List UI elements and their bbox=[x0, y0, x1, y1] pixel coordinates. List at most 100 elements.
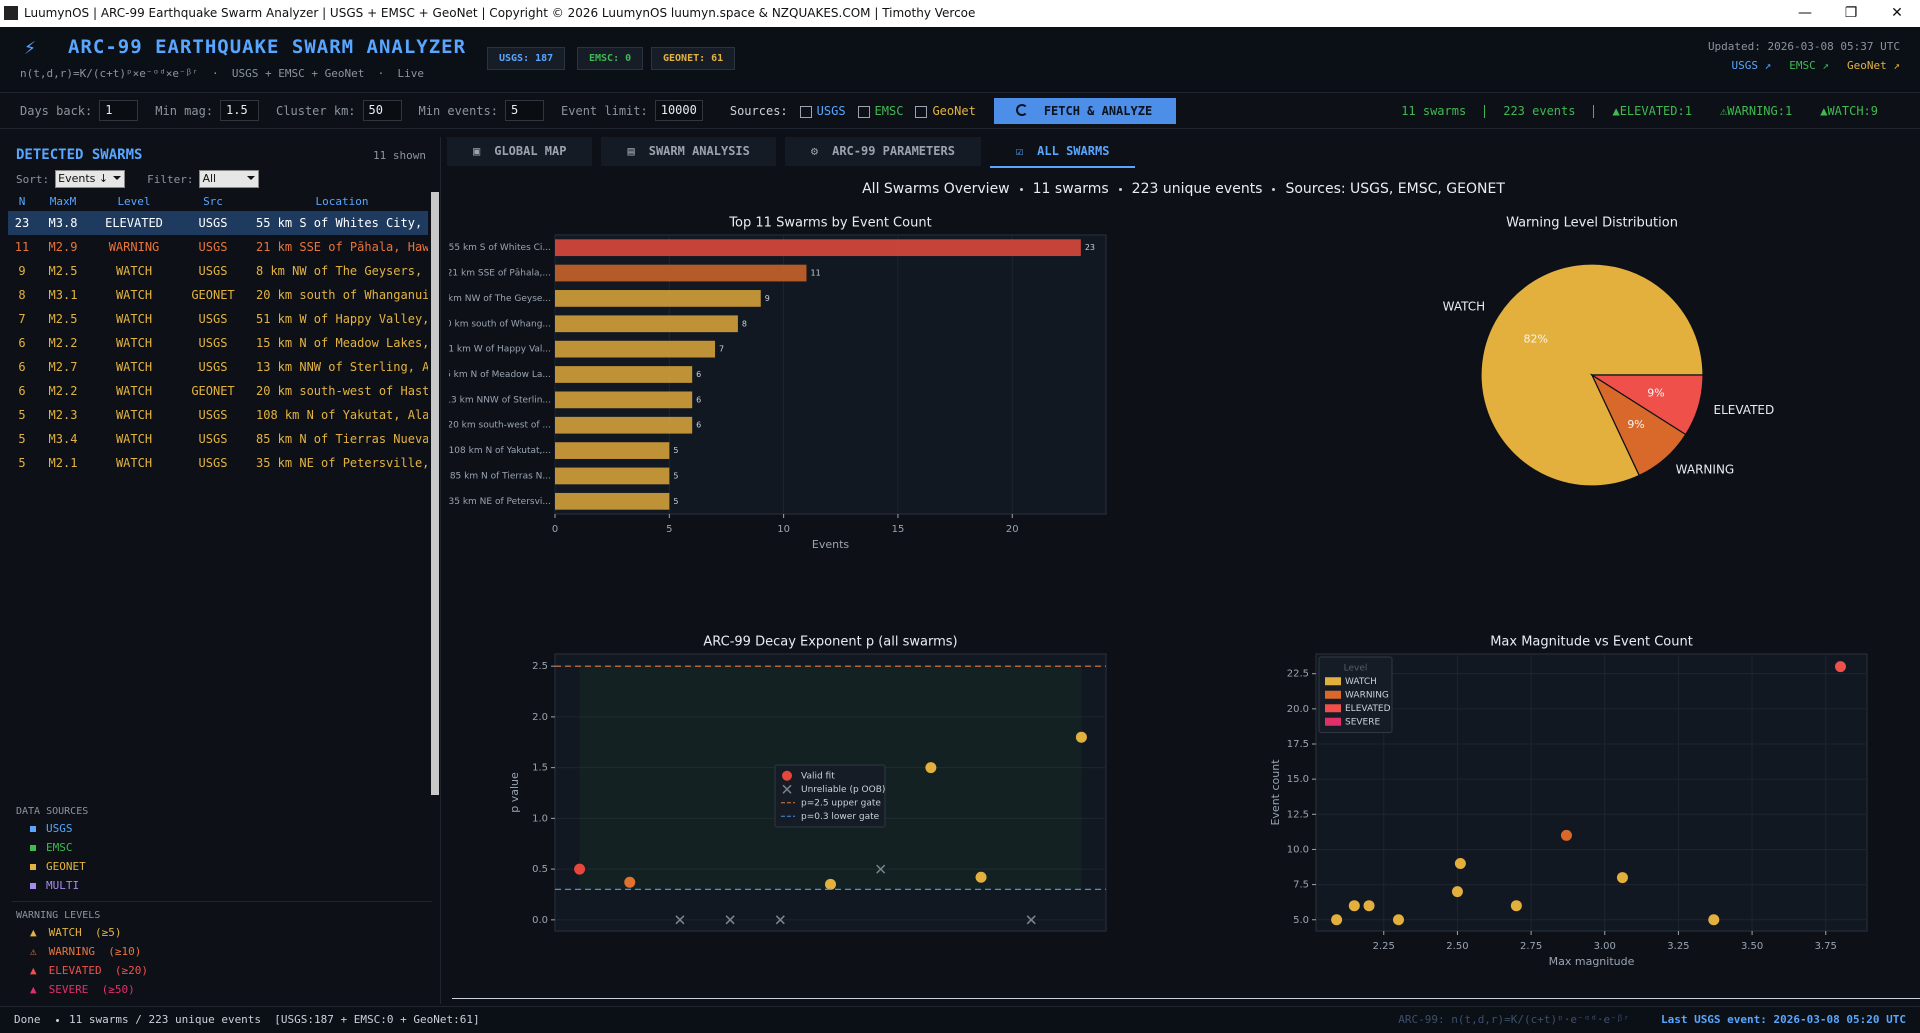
source-link[interactable]: GeoNet ↗ bbox=[1847, 59, 1900, 72]
swarm-row[interactable]: 5M2.1WATCHUSGS35 km NE of Petersville,… bbox=[8, 451, 428, 475]
cell: ELEVATED bbox=[90, 211, 178, 235]
point bbox=[1349, 900, 1360, 911]
source-badge: EMSC: 0 bbox=[577, 47, 643, 70]
legend-label: SEVERE bbox=[1345, 717, 1380, 727]
checkbox[interactable] bbox=[858, 106, 870, 118]
source-option[interactable]: USGS bbox=[817, 104, 846, 118]
field: Min events:5 bbox=[419, 100, 544, 121]
swarm-row[interactable]: 6M2.2WATCHGEONET20 km south-west of Hast… bbox=[8, 379, 428, 403]
bar bbox=[555, 341, 715, 358]
close-button[interactable]: ✕ bbox=[1874, 0, 1920, 27]
source-swatch bbox=[30, 826, 36, 832]
checkbox[interactable] bbox=[800, 106, 812, 118]
point bbox=[1455, 858, 1466, 869]
status-bar: Done 11 swarms / 223 unique events [USGS… bbox=[0, 1006, 1920, 1033]
legend-label: Valid fit bbox=[801, 771, 835, 781]
tab[interactable]: ▤SWARM ANALYSIS bbox=[601, 137, 775, 166]
source-name: GEONET bbox=[46, 860, 86, 873]
column-header[interactable]: MaxM bbox=[36, 193, 90, 211]
swarm-row[interactable]: 9M2.5WATCHUSGS8 km NW of The Geysers, … bbox=[8, 259, 428, 283]
x-tick-label: 3.50 bbox=[1741, 941, 1763, 952]
column-header[interactable]: Level bbox=[90, 193, 178, 211]
column-header[interactable]: N bbox=[8, 193, 36, 211]
field-input[interactable]: 1.5 bbox=[220, 100, 259, 121]
swarm-row[interactable]: 6M2.2WATCHUSGS15 km N of Meadow Lakes,… bbox=[8, 331, 428, 355]
legend-swatch bbox=[782, 771, 792, 781]
plot-area bbox=[1316, 654, 1867, 931]
fetch-button[interactable]: FETCH & ANALYZE bbox=[994, 98, 1176, 124]
legend-label: p=0.3 lower gate bbox=[801, 812, 880, 822]
bar bbox=[555, 417, 692, 434]
value-label: 8 bbox=[742, 319, 747, 328]
x-tick-label: 2.75 bbox=[1520, 941, 1542, 952]
source-swatch bbox=[30, 845, 36, 851]
legend-swatch bbox=[1325, 677, 1341, 685]
app-icon bbox=[4, 6, 18, 20]
cell: WATCH bbox=[90, 331, 178, 355]
overview-item: Sources: USGS, EMSC, GEONET bbox=[1285, 181, 1504, 197]
y-tick-label: 2.0 bbox=[532, 712, 548, 723]
y-tick-label: 15.0 bbox=[1287, 774, 1309, 785]
source-link[interactable]: EMSC ↗ bbox=[1789, 59, 1829, 72]
y-tick-label: 0.0 bbox=[532, 915, 548, 926]
cell: WARNING bbox=[90, 235, 178, 259]
slice-label: WATCH bbox=[1443, 300, 1486, 314]
tab[interactable]: ⚙ARC-99 PARAMETERS bbox=[785, 137, 981, 166]
category-label: 8 km NW of The Geyse... bbox=[439, 294, 551, 304]
cell: 5 bbox=[8, 451, 36, 475]
value-label: 6 bbox=[696, 370, 701, 379]
x-tick-label: 5 bbox=[666, 524, 672, 535]
value-label: 5 bbox=[673, 446, 678, 455]
swarm-row[interactable]: 11M2.9WARNINGUSGS21 km SSE of Pāhala, Ha… bbox=[8, 235, 428, 259]
filter-select[interactable]: All bbox=[199, 170, 259, 188]
checkbox[interactable] bbox=[915, 106, 927, 118]
cell: WATCH bbox=[90, 307, 178, 331]
legend-box bbox=[775, 765, 885, 827]
cell: 6 bbox=[8, 379, 36, 403]
swarm-row[interactable]: 23M3.8ELEVATEDUSGS55 km S of Whites City… bbox=[8, 211, 428, 235]
bar bbox=[555, 315, 738, 332]
cell: 6 bbox=[8, 355, 36, 379]
source-option[interactable]: EMSC bbox=[875, 104, 904, 118]
column-header[interactable]: Location bbox=[248, 193, 428, 211]
field-input[interactable]: 5 bbox=[505, 100, 544, 121]
swarm-row[interactable]: 5M3.4WATCHUSGS85 km N of Tierras Nueva… bbox=[8, 427, 428, 451]
field-input[interactable]: 1 bbox=[99, 100, 138, 121]
point bbox=[1835, 661, 1846, 672]
summary-item: ▲WATCH:9 bbox=[1806, 104, 1892, 118]
swarm-row[interactable]: 6M2.7WATCHUSGS13 km NNW of Sterling, A… bbox=[8, 355, 428, 379]
tab[interactable]: ☑ALL SWARMS bbox=[990, 137, 1135, 168]
chart-title: ARC-99 Decay Exponent p (all swarms) bbox=[703, 635, 957, 650]
minimize-button[interactable]: — bbox=[1782, 0, 1828, 27]
swarm-row[interactable]: 8M3.1WATCHGEONET20 km south of Whanganui bbox=[8, 283, 428, 307]
field-input[interactable]: 50 bbox=[363, 100, 402, 121]
cell: M2.5 bbox=[36, 307, 90, 331]
x-tick-label: 3.00 bbox=[1594, 941, 1616, 952]
tab[interactable]: ▣GLOBAL MAP bbox=[447, 137, 592, 166]
cell: 11 bbox=[8, 235, 36, 259]
pie-slice bbox=[1592, 375, 1686, 475]
swarm-row[interactable]: 7M2.5WATCHUSGS51 km W of Happy Valley,… bbox=[8, 307, 428, 331]
source-link[interactable]: USGS ↗ bbox=[1732, 59, 1772, 72]
column-header[interactable]: Src bbox=[178, 193, 248, 211]
level-item: ▲SEVERE (≥50) bbox=[30, 983, 135, 996]
sort-filter-row: Sort: Events ↓ Filter: All bbox=[16, 170, 281, 188]
source-name: EMSC bbox=[46, 841, 73, 854]
summary-item: ⚠WARNING:1 bbox=[1706, 104, 1806, 118]
sort-select[interactable]: Events ↓ bbox=[55, 170, 125, 188]
cell: GEONET bbox=[178, 379, 248, 403]
cell: USGS bbox=[178, 403, 248, 427]
scrollbar[interactable] bbox=[431, 192, 439, 795]
level-name: WATCH (≥5) bbox=[49, 926, 122, 939]
source-option[interactable]: GeoNet bbox=[932, 104, 975, 118]
swarm-row[interactable]: 5M2.3WATCHUSGS108 km N of Yakutat, Ala… bbox=[8, 403, 428, 427]
cell: WATCH bbox=[90, 451, 178, 475]
point bbox=[925, 762, 936, 773]
field-input[interactable]: 10000 bbox=[655, 100, 703, 121]
field-label: Days back: bbox=[20, 104, 92, 118]
cell: USGS bbox=[178, 307, 248, 331]
y-tick-label: 17.5 bbox=[1287, 739, 1309, 750]
value-label: 11 bbox=[810, 269, 820, 278]
maximize-button[interactable]: ❐ bbox=[1828, 0, 1874, 27]
tab-label: GLOBAL MAP bbox=[494, 144, 566, 158]
